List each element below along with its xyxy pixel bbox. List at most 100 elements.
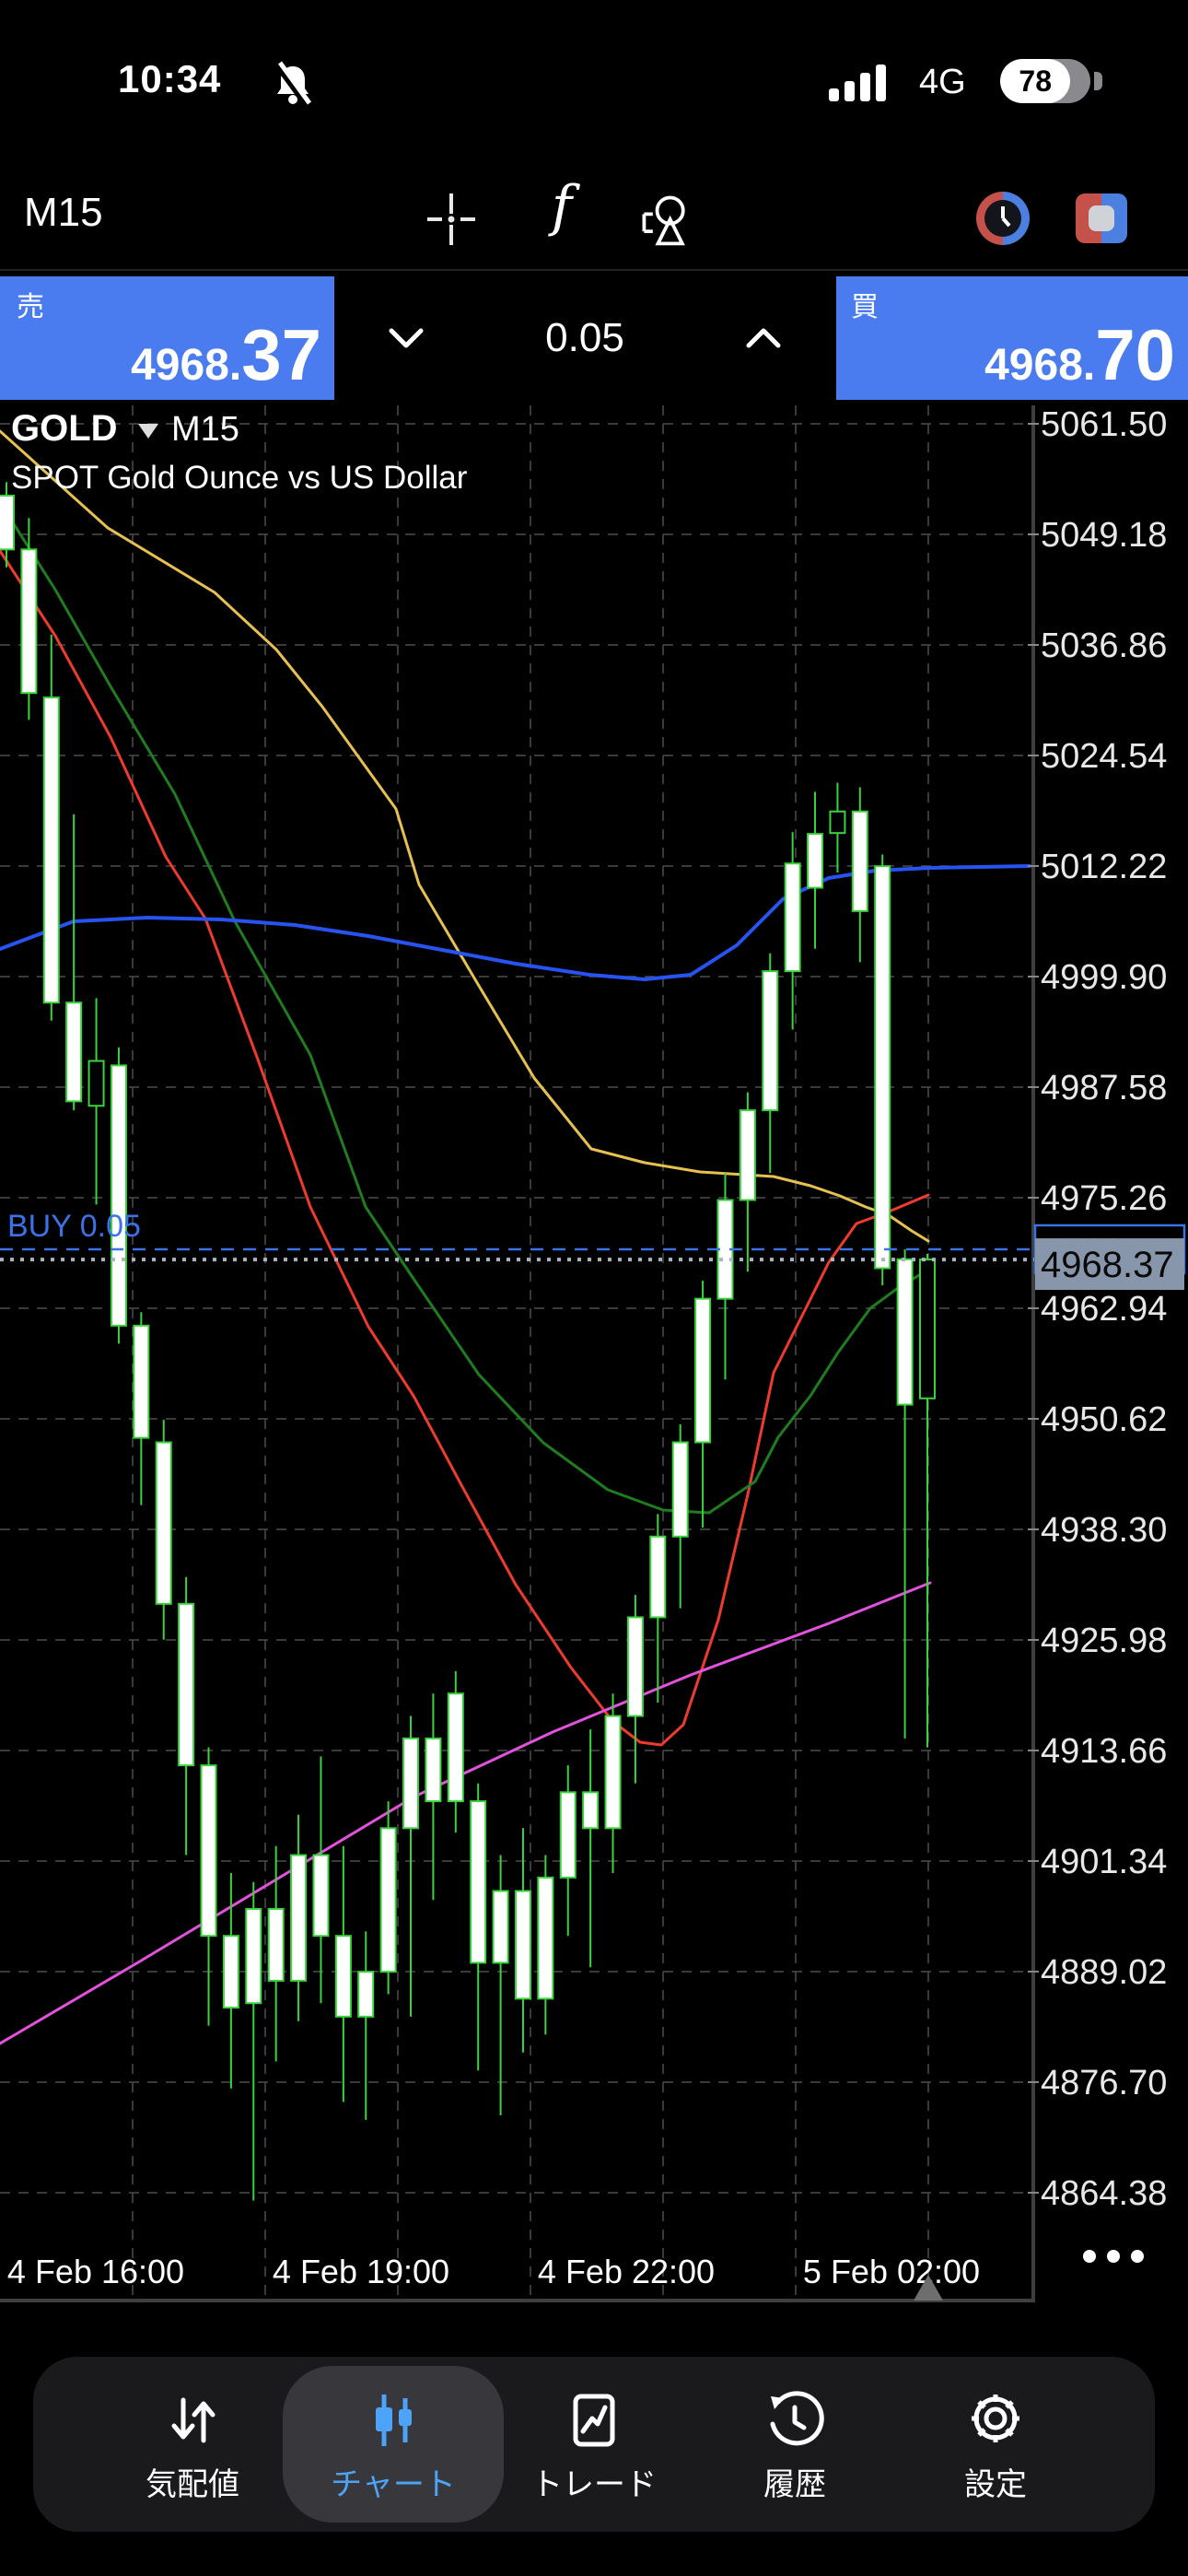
history-clock-icon <box>765 2385 824 2450</box>
ellipsis-icon[interactable] <box>1107 2250 1120 2263</box>
price-axis-label: 4864.38 <box>1041 2174 1167 2213</box>
candle-body <box>559 1791 577 1879</box>
crosshair-icon[interactable] <box>422 190 481 249</box>
status-time: 10:34 <box>118 57 222 100</box>
price-axis-label: 4901.34 <box>1041 1843 1167 1881</box>
candle-body <box>290 1854 308 1982</box>
price-axis-label: 4913.66 <box>1041 1732 1167 1771</box>
candle-body <box>829 810 846 835</box>
candlestick-chart-icon <box>364 2385 423 2450</box>
arrows-up-down-icon <box>163 2385 222 2450</box>
candle-body <box>784 862 801 973</box>
tab-label: トレード <box>531 2466 657 2502</box>
bid-price-tag <box>1035 1238 1184 1291</box>
chart-symbol[interactable]: GOLD <box>11 408 118 449</box>
objects-shapes-icon[interactable] <box>635 190 694 249</box>
candle-body <box>514 1890 531 2000</box>
tab-chart[interactable]: チャート <box>283 2357 504 2532</box>
battery-icon: 78 <box>1000 59 1090 103</box>
candle-body <box>402 1737 420 1830</box>
candle-body <box>582 1791 600 1830</box>
price-axis-label: 4975.26 <box>1041 1179 1167 1218</box>
time-axis-label: 5 Feb 02:00 <box>803 2253 980 2290</box>
ma-yellow <box>0 429 930 1243</box>
signal-bars-icon <box>829 64 903 101</box>
timeframe-button[interactable]: M15 <box>24 190 103 235</box>
volume-value[interactable]: 0.05 <box>545 315 624 360</box>
chart-timeframe-label: M15 <box>171 410 239 449</box>
price-axis-label: 4889.02 <box>1041 1953 1167 1992</box>
candle-body <box>492 1890 509 1964</box>
candle-body <box>178 1602 195 1767</box>
candle-body <box>425 1737 442 1803</box>
chart-description: SPOT Gold Ounce vs US Dollar <box>11 460 468 496</box>
candle-body <box>537 1876 554 2000</box>
price-axis-label: 5061.50 <box>1041 405 1167 444</box>
tab-quotes[interactable]: 気配値 <box>92 2357 293 2532</box>
candle-body <box>447 1692 464 1803</box>
sell-button[interactable]: 売 4968.37 <box>0 276 334 400</box>
candle-body <box>604 1715 622 1830</box>
sell-label: 売 <box>17 292 44 322</box>
price-axis-label: 4962.94 <box>1041 1290 1167 1329</box>
sessions-clock-icon[interactable] <box>976 192 1030 245</box>
ma-blue <box>0 864 1031 981</box>
tab-bar: 気配値 チャート トレード 履歴 設定 <box>33 2357 1155 2532</box>
battery-percent: 78 <box>1019 64 1053 98</box>
candle-body <box>200 1764 217 1938</box>
symbol-dropdown-icon[interactable] <box>138 424 158 439</box>
time-axis-label: 4 Feb 22:00 <box>538 2253 715 2290</box>
price-axis-label: 4876.70 <box>1041 2064 1167 2102</box>
candle-body <box>649 1535 667 1619</box>
candle-body <box>133 1324 150 1439</box>
sell-price: 4968. <box>131 341 242 390</box>
ellipsis-icon[interactable] <box>1131 2250 1144 2263</box>
tab-history[interactable]: 履歴 <box>694 2357 895 2532</box>
price-axis-label: 4987.58 <box>1041 1069 1167 1107</box>
candle-body <box>20 548 38 695</box>
new-order-icon[interactable] <box>1076 193 1127 243</box>
candle-body <box>110 1064 127 1327</box>
price-axis-label: 4938.30 <box>1041 1511 1167 1550</box>
candle-body <box>896 1258 914 1406</box>
tab-settings[interactable]: 設定 <box>895 2357 1096 2532</box>
candle-body <box>65 1001 83 1103</box>
network-type: 4G <box>919 63 966 101</box>
candle-body <box>874 865 891 1270</box>
candle-body <box>694 1297 712 1444</box>
price-axis-label: 5036.86 <box>1041 626 1167 665</box>
indicator-function-icon[interactable]: f <box>551 174 573 239</box>
chevron-up-icon[interactable] <box>743 325 784 351</box>
buy-button[interactable]: 買 4968.70 <box>836 276 1188 400</box>
chevron-down-icon[interactable] <box>386 325 426 351</box>
candle-body <box>671 1441 689 1538</box>
candle-body <box>312 1854 330 1938</box>
ma-green <box>0 500 930 1515</box>
price-axis-label: 4999.90 <box>1041 958 1167 997</box>
candle-body <box>851 810 868 912</box>
time-axis-label: 4 Feb 19:00 <box>273 2253 449 2290</box>
candle-body <box>0 494 15 551</box>
tab-label: 設定 <box>964 2466 1027 2502</box>
tab-label: チャート <box>331 2466 456 2502</box>
tab-label: 気配値 <box>146 2466 239 2502</box>
volume-stepper: 0.05 <box>345 276 824 400</box>
candle-body <box>470 1800 487 1964</box>
candle-body <box>626 1616 644 1717</box>
candle-body <box>739 1109 756 1201</box>
buy-label: 買 <box>851 292 879 322</box>
bid-price-text: 4968.37 <box>1041 1245 1174 1285</box>
candle-body <box>379 1827 397 1973</box>
price-axis-label: 5012.22 <box>1041 848 1167 886</box>
candle-body <box>42 697 60 1004</box>
ellipsis-icon[interactable] <box>1083 2250 1096 2263</box>
toolbar-divider <box>0 269 1188 271</box>
active-tab-pill <box>283 2366 504 2523</box>
tab-trade[interactable]: トレード <box>494 2357 694 2532</box>
candle-body <box>87 1060 105 1107</box>
price-axis-label: 5049.18 <box>1041 516 1167 555</box>
price-axis-label: 4925.98 <box>1041 1622 1167 1660</box>
bell-slash-icon <box>269 61 317 113</box>
